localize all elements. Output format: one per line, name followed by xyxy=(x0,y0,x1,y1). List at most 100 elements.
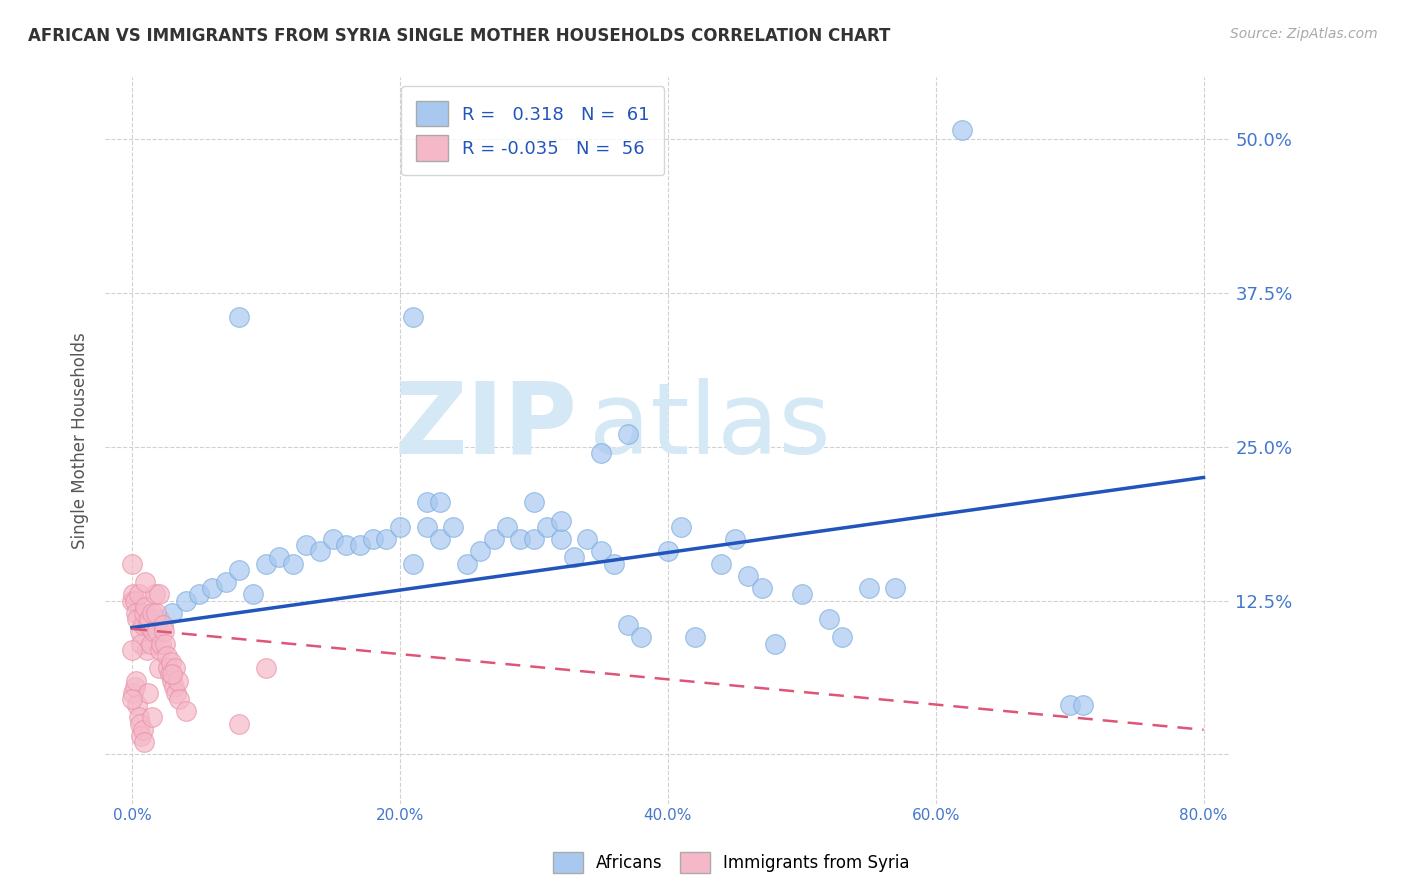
Legend: Africans, Immigrants from Syria: Africans, Immigrants from Syria xyxy=(546,846,917,880)
Point xyxy=(509,532,531,546)
Point xyxy=(127,612,149,626)
Point xyxy=(603,557,626,571)
Point xyxy=(482,532,505,546)
Point xyxy=(142,624,165,639)
Point xyxy=(710,557,733,571)
Point xyxy=(149,642,172,657)
Point xyxy=(163,661,186,675)
Point xyxy=(388,519,411,533)
Point xyxy=(134,575,156,590)
Point xyxy=(361,532,384,546)
Text: atlas: atlas xyxy=(589,377,831,475)
Point xyxy=(132,723,155,737)
Point xyxy=(657,544,679,558)
Text: AFRICAN VS IMMIGRANTS FROM SYRIA SINGLE MOTHER HOUSEHOLDS CORRELATION CHART: AFRICAN VS IMMIGRANTS FROM SYRIA SINGLE … xyxy=(28,27,890,45)
Point xyxy=(134,618,156,632)
Text: Source: ZipAtlas.com: Source: ZipAtlas.com xyxy=(1230,27,1378,41)
Point xyxy=(228,310,250,325)
Point xyxy=(139,637,162,651)
Point xyxy=(150,637,173,651)
Point xyxy=(589,446,612,460)
Point xyxy=(429,495,451,509)
Point xyxy=(141,710,163,724)
Point xyxy=(124,680,146,694)
Point xyxy=(550,514,572,528)
Point xyxy=(322,532,344,546)
Point xyxy=(576,532,599,546)
Point xyxy=(121,642,143,657)
Point xyxy=(242,587,264,601)
Point xyxy=(174,593,197,607)
Point xyxy=(669,519,692,533)
Point xyxy=(131,729,153,743)
Point xyxy=(145,606,167,620)
Point xyxy=(630,631,652,645)
Point xyxy=(402,557,425,571)
Point xyxy=(523,532,546,546)
Point xyxy=(1059,698,1081,713)
Point xyxy=(215,575,238,590)
Point xyxy=(160,673,183,688)
Point xyxy=(831,631,853,645)
Point xyxy=(523,495,546,509)
Point xyxy=(790,587,813,601)
Point xyxy=(269,550,291,565)
Point xyxy=(254,661,277,675)
Point xyxy=(146,624,169,639)
Point xyxy=(228,716,250,731)
Y-axis label: Single Mother Households: Single Mother Households xyxy=(72,332,89,549)
Point xyxy=(152,618,174,632)
Point xyxy=(295,538,318,552)
Point xyxy=(429,532,451,546)
Point xyxy=(589,544,612,558)
Point xyxy=(952,123,974,137)
Point xyxy=(536,519,558,533)
Point xyxy=(121,692,143,706)
Point xyxy=(1071,698,1094,713)
Point xyxy=(148,661,170,675)
Point xyxy=(402,310,425,325)
Point xyxy=(817,612,839,626)
Point xyxy=(165,686,187,700)
Point xyxy=(415,519,437,533)
Point xyxy=(228,563,250,577)
Point xyxy=(562,550,585,565)
Point xyxy=(751,581,773,595)
Point xyxy=(157,661,180,675)
Point xyxy=(129,624,152,639)
Point xyxy=(128,587,150,601)
Point xyxy=(136,618,159,632)
Point xyxy=(128,710,150,724)
Point xyxy=(136,686,159,700)
Point xyxy=(153,624,176,639)
Point xyxy=(162,680,184,694)
Point xyxy=(141,606,163,620)
Point xyxy=(135,642,157,657)
Point xyxy=(155,637,177,651)
Point xyxy=(134,599,156,614)
Point xyxy=(616,618,638,632)
Point xyxy=(132,735,155,749)
Point xyxy=(884,581,907,595)
Point xyxy=(858,581,880,595)
Point xyxy=(683,631,706,645)
Point xyxy=(550,532,572,546)
Point xyxy=(148,587,170,601)
Point xyxy=(131,637,153,651)
Point xyxy=(124,593,146,607)
Point xyxy=(156,648,179,663)
Point xyxy=(160,655,183,669)
Point xyxy=(160,667,183,681)
Point xyxy=(160,606,183,620)
Point xyxy=(616,427,638,442)
Point xyxy=(159,667,181,681)
Point xyxy=(125,606,148,620)
Point xyxy=(737,569,759,583)
Point xyxy=(496,519,519,533)
Point xyxy=(122,587,145,601)
Point xyxy=(308,544,330,558)
Point xyxy=(122,686,145,700)
Point xyxy=(335,538,357,552)
Point xyxy=(188,587,211,601)
Point xyxy=(121,593,143,607)
